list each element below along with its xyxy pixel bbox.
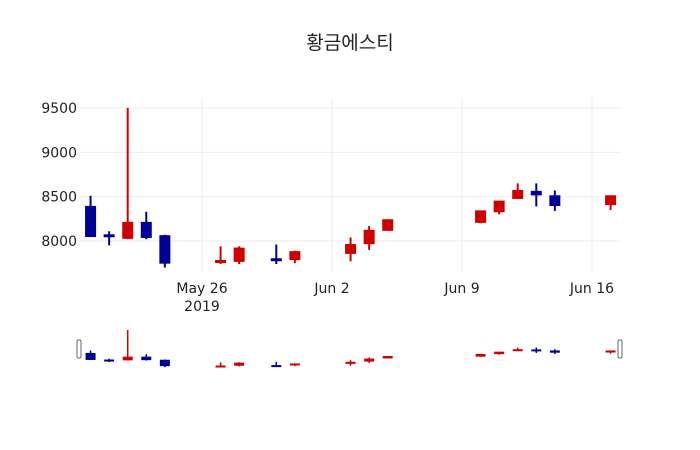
x-tick-label: Jun 9: [443, 281, 479, 297]
candle[interactable]: [530, 183, 542, 207]
range-slider[interactable]: [76, 330, 623, 368]
candle[interactable]: [122, 108, 134, 240]
range-handle-right[interactable]: [617, 339, 623, 359]
candle[interactable]: [382, 219, 394, 231]
candle[interactable]: [270, 244, 282, 265]
candle[interactable]: [512, 183, 524, 199]
candle[interactable]: [493, 200, 505, 215]
candle[interactable]: [233, 246, 245, 265]
y-tick-label: 8500: [41, 190, 77, 206]
y-tick-label: 9000: [41, 145, 77, 161]
candle[interactable]: [345, 237, 357, 262]
x-tick-label: May 26: [176, 281, 227, 297]
y-tick-label: 9500: [41, 101, 77, 117]
candle[interactable]: [363, 225, 375, 250]
chart-title: 황금에스티: [306, 32, 394, 54]
candles: [85, 108, 617, 268]
candle[interactable]: [103, 231, 115, 246]
candle[interactable]: [475, 210, 487, 224]
candle[interactable]: [549, 190, 561, 211]
candle[interactable]: [605, 195, 617, 210]
x-tick-label: Jun 2: [313, 281, 349, 297]
candle[interactable]: [159, 234, 171, 268]
candle[interactable]: [215, 246, 227, 265]
x-tick-label: Jun 16: [569, 281, 614, 297]
y-tick-label: 8000: [41, 234, 77, 250]
candle[interactable]: [140, 211, 152, 240]
range-handle-left[interactable]: [76, 339, 82, 359]
candle[interactable]: [289, 250, 301, 264]
candle[interactable]: [85, 195, 97, 238]
x-tick-year: 2019: [184, 299, 220, 315]
